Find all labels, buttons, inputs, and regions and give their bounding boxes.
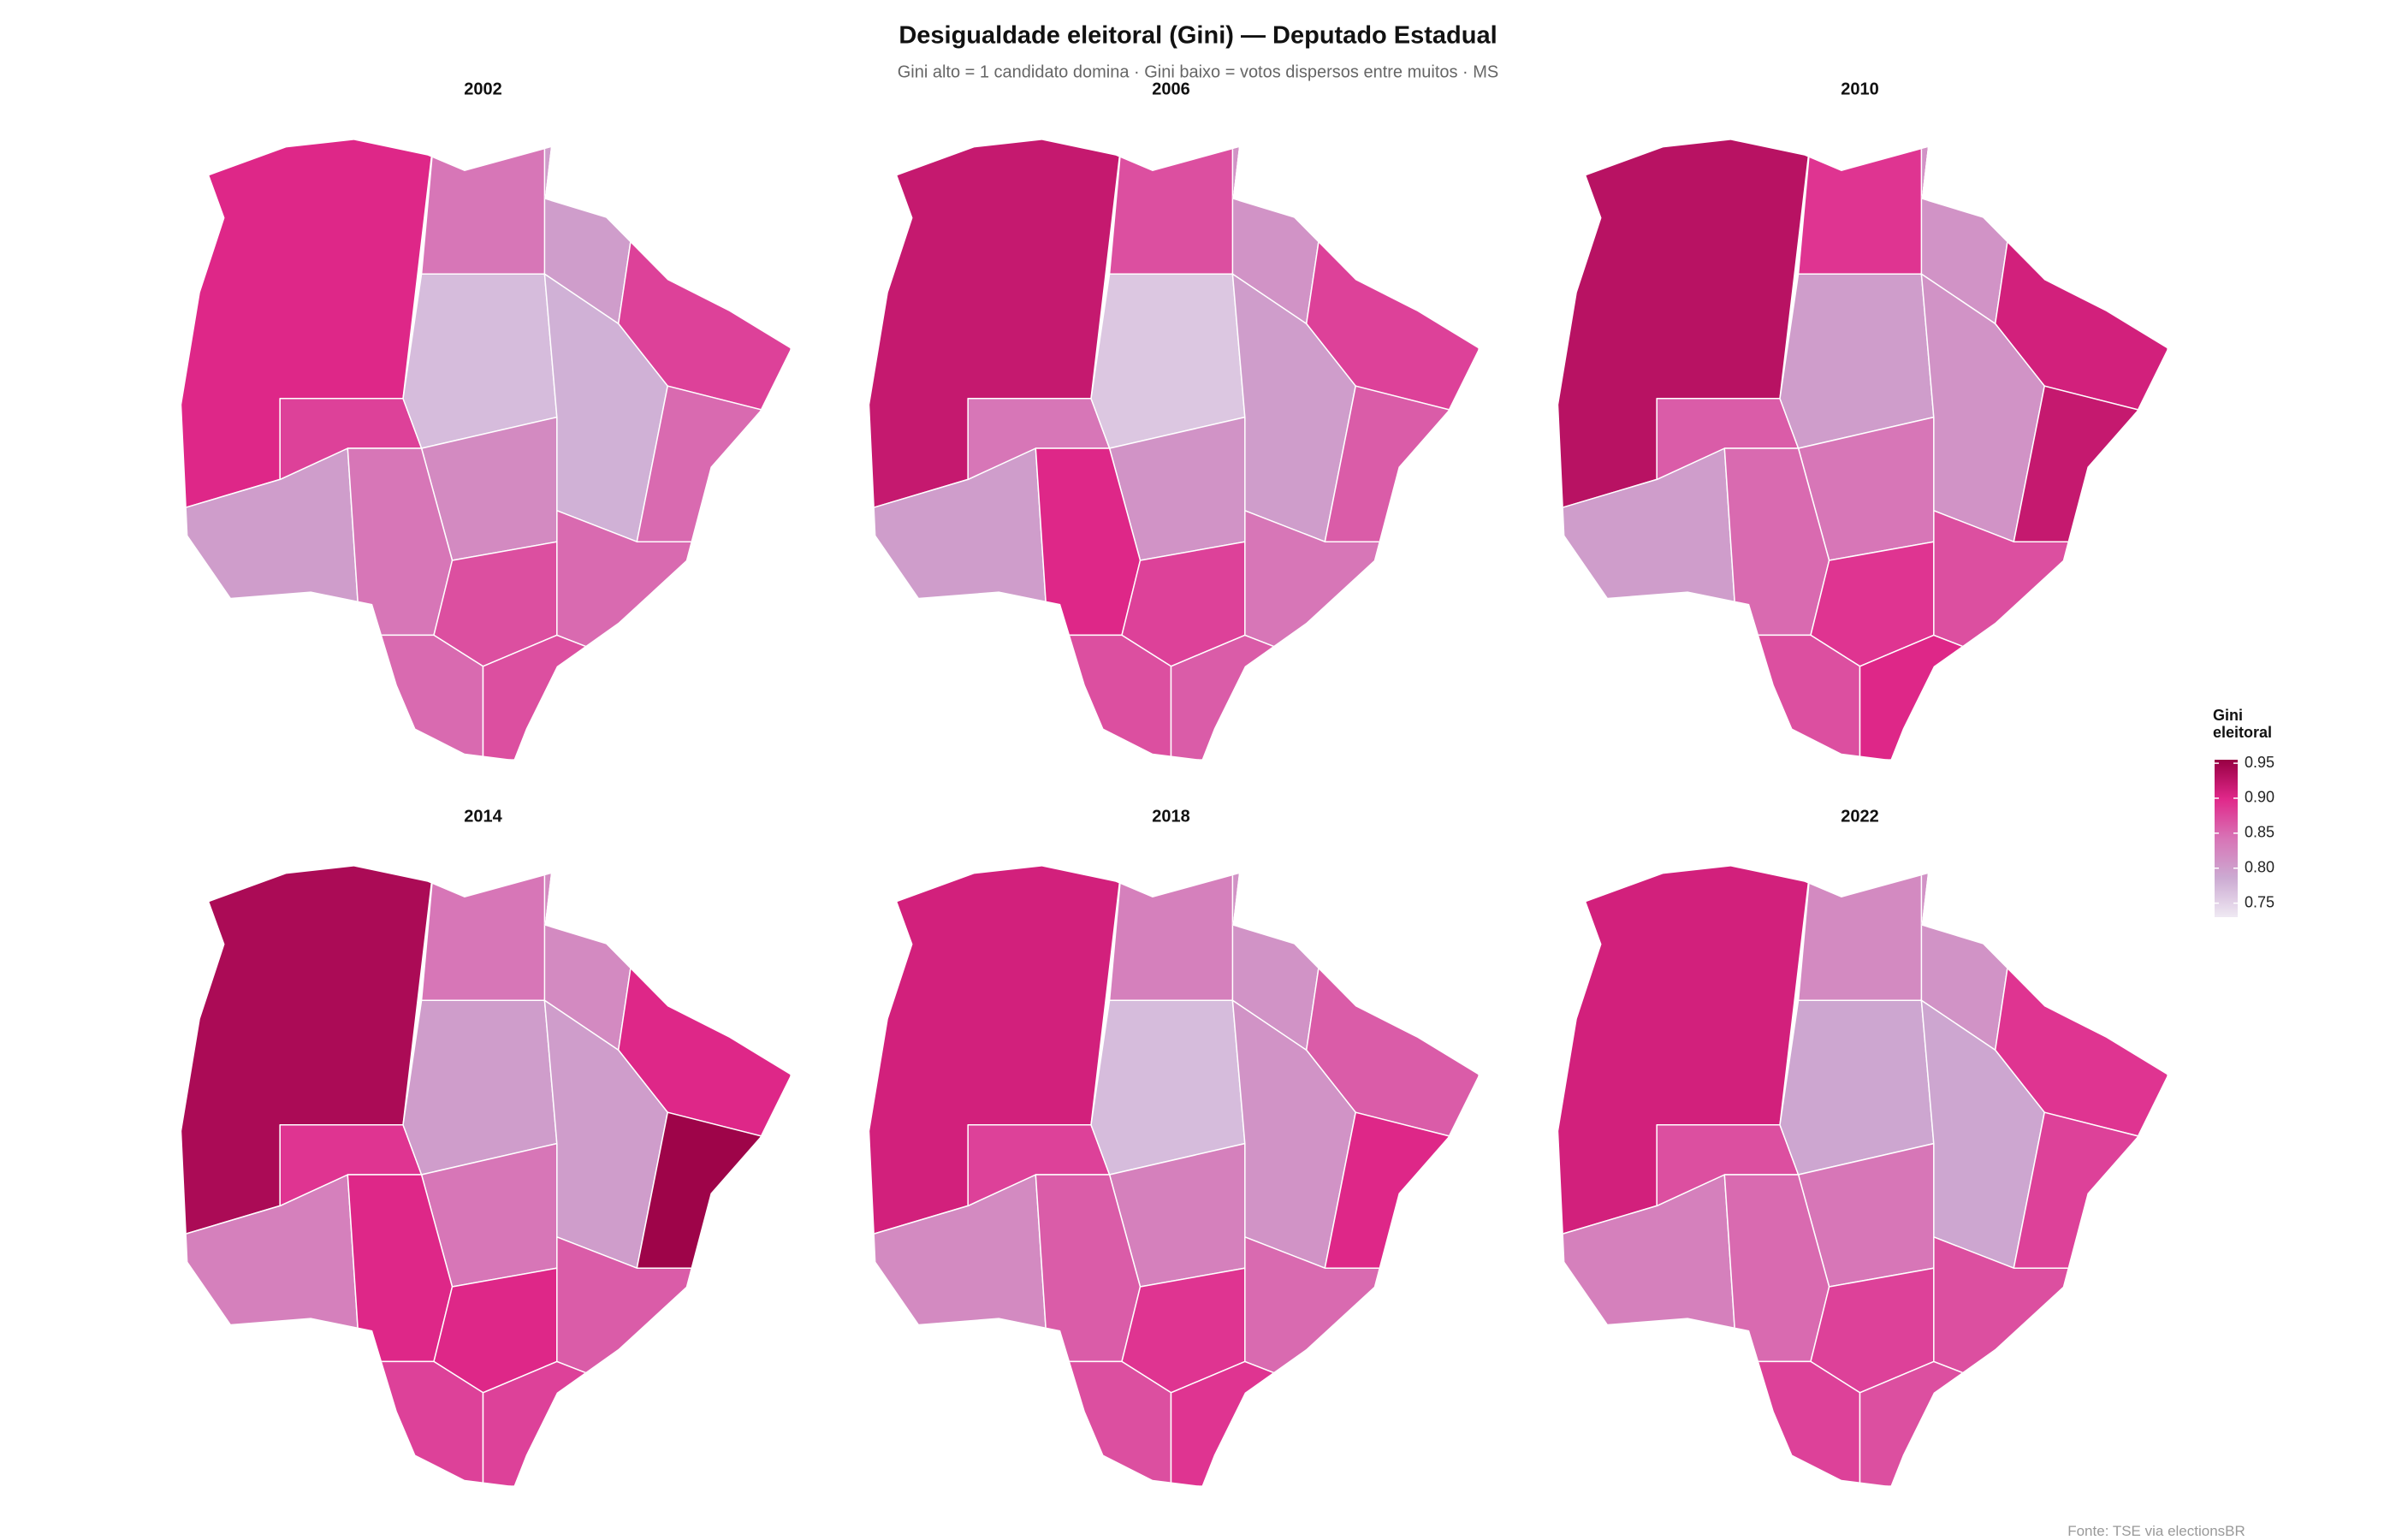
source: Fonte: TSE via electionsBR [2067,1523,2245,1539]
panel-title: 2018 [1152,807,1190,826]
legend-tick-label: 0.80 [2245,859,2274,876]
region [420,866,558,1001]
chart-subtitle: Gini alto = 1 candidato domina · Gini ba… [898,62,1499,81]
legend-tick-label: 0.75 [2245,893,2274,910]
chart-title: Desigualdade eleitoral (Gini) — Deputado… [898,22,1497,50]
legend-tick-label: 0.95 [2245,754,2274,771]
map-panel [869,139,1479,761]
map-panel [1558,866,2168,1486]
panel-title: 2002 [464,80,502,98]
region [420,139,558,275]
map-panel [1558,139,2168,761]
map-panel [181,866,791,1486]
region [1797,139,1935,275]
panel-title: 2014 [464,807,502,826]
region [1797,866,1935,1001]
legend-tick-label: 0.90 [2245,789,2274,806]
legend-title: Gini eleitoral [2213,707,2273,741]
region [1108,866,1246,1001]
panel-title: 2010 [1841,80,1879,98]
panel-title: 2006 [1152,80,1190,98]
map-panel [869,866,1479,1486]
region [1108,139,1246,275]
legend-colorbar [2215,760,2238,917]
map-panel [181,139,791,761]
panel-title: 2022 [1841,807,1879,826]
legend-tick-label: 0.85 [2245,824,2274,841]
